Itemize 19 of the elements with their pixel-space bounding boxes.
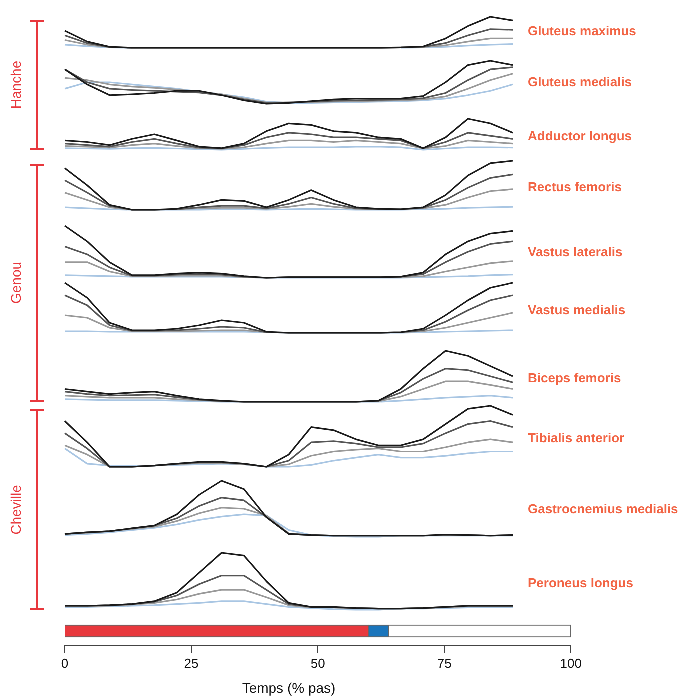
text: Gluteus medialis: [528, 74, 632, 90]
text: Hanche: [8, 60, 24, 110]
x-tick-label: 25: [184, 656, 199, 671]
x-tick-label: 75: [437, 656, 452, 671]
text: Rectus femoris: [528, 180, 622, 194]
x-tick-label: 0: [61, 656, 69, 671]
x-tick-label: 50: [310, 656, 326, 671]
text: Vastus medialis: [528, 302, 626, 318]
text: Adductor longus: [528, 128, 632, 144]
x-tick-label: 100: [560, 656, 582, 671]
x-axis-title: Temps (% pas): [242, 680, 336, 696]
text: Biceps femoris: [528, 370, 622, 386]
text: Gluteus maximus: [528, 24, 636, 38]
text: Vastus lateralis: [528, 244, 623, 260]
text: Peroneus longus: [528, 576, 634, 590]
text: Tibialis anterior: [528, 430, 625, 446]
text: Cheville: [8, 484, 24, 534]
text: Gastrocnemius medialis: [528, 502, 678, 516]
text: Genou: [8, 262, 24, 304]
